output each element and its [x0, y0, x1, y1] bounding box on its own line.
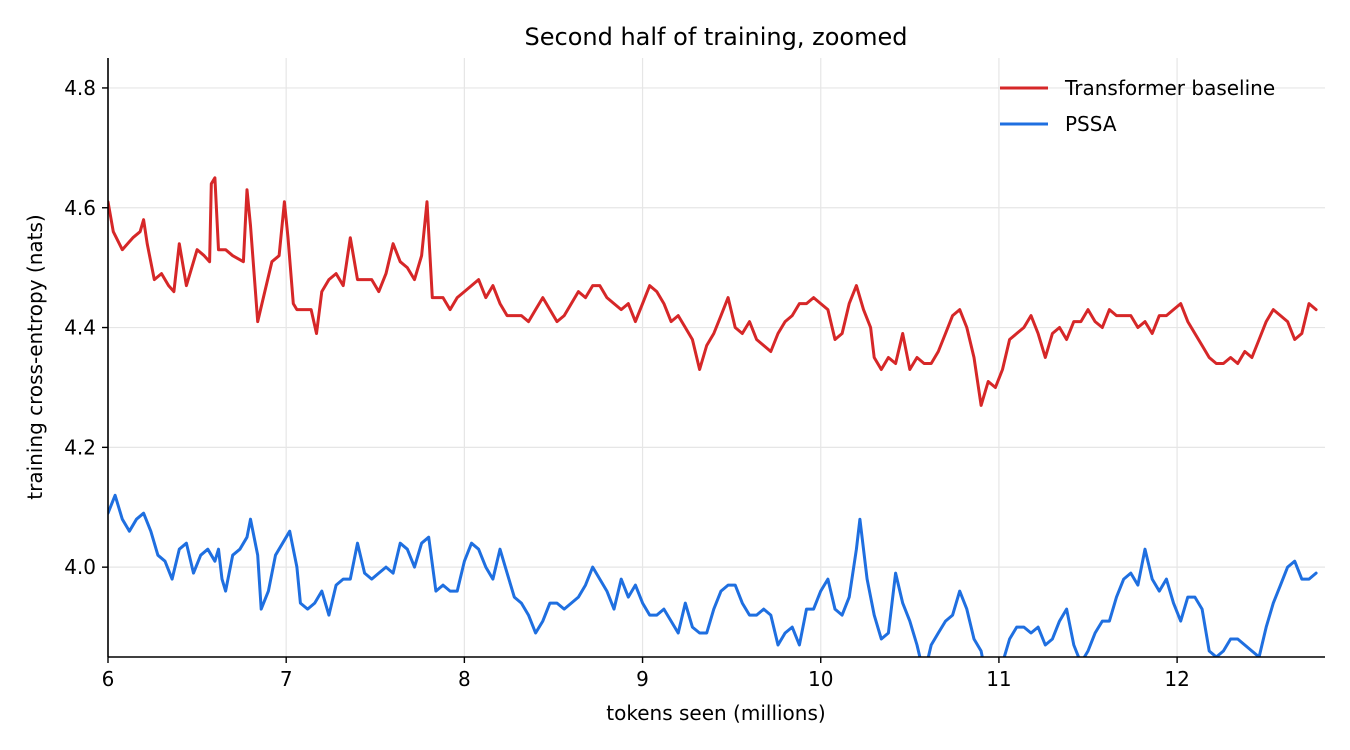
ticks: 6 7 8 9 10 11 12 4.0 4.2 4.4 4.6 4.8 — [64, 76, 1190, 691]
x-tick-label: 7 — [280, 667, 293, 691]
chart-title: Second half of training, zoomed — [525, 23, 908, 51]
y-tick-label: 4.2 — [64, 435, 96, 459]
x-tick-label: 10 — [808, 667, 833, 691]
y-tick-label: 4.4 — [64, 316, 96, 340]
y-axis-label: training cross-entropy (nats) — [23, 214, 47, 499]
series-line-pssa — [108, 493, 1318, 657]
x-tick-label: 12 — [1164, 667, 1189, 691]
y-tick-label: 4.6 — [64, 196, 96, 220]
x-tick-label: 8 — [458, 667, 471, 691]
x-tick-label: 9 — [636, 667, 649, 691]
series-layer — [108, 176, 1318, 657]
x-axis-label: tokens seen (millions) — [606, 701, 825, 725]
x-tick-label: 11 — [986, 667, 1011, 691]
legend-label-pssa: PSSA — [1065, 112, 1117, 136]
y-tick-label: 4.8 — [64, 76, 96, 100]
y-tick-label: 4.0 — [64, 555, 96, 579]
legend-label-transformer: Transformer baseline — [1064, 76, 1275, 100]
series-line-transformer-baseline — [108, 176, 1318, 407]
legend: Transformer baseline PSSA — [1000, 76, 1275, 136]
x-tick-label: 6 — [102, 667, 115, 691]
grid — [107, 58, 1325, 657]
axes — [107, 58, 1325, 658]
